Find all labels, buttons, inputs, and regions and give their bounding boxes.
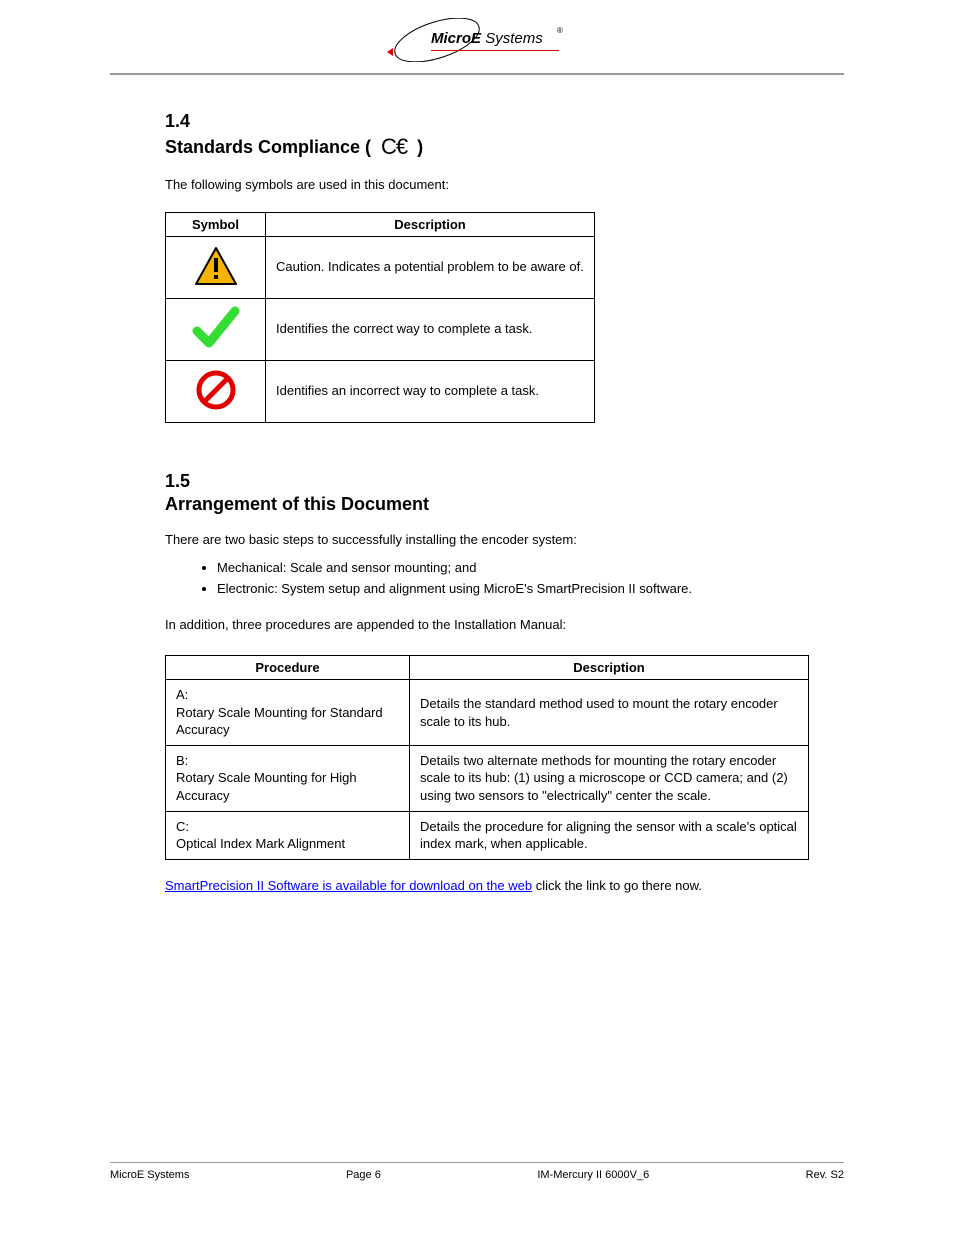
list-item: Electronic: System setup and alignment u…	[217, 579, 789, 600]
symbols-intro: The following symbols are used in this d…	[165, 176, 789, 194]
arrangement-intro: There are two basic steps to successfull…	[165, 531, 789, 549]
procedures-intro: In addition, three procedures are append…	[165, 616, 789, 634]
page-header: MicroE Systems ®	[0, 0, 954, 67]
section-1-4-title-prefix: Standards Compliance (	[165, 137, 371, 158]
download-link-after: click the link to go there now.	[532, 878, 702, 893]
microe-logo: MicroE Systems ®	[387, 18, 567, 62]
proc-header-procedure: Procedure	[166, 656, 410, 680]
proc-a-name: A:Rotary Scale Mounting for Standard Acc…	[166, 680, 410, 746]
footer-doc: IM-Mercury II 6000V_6	[537, 1169, 649, 1181]
table-row: Identifies an incorrect way to complete …	[166, 360, 595, 422]
caution-icon	[166, 236, 266, 298]
symbols-table: Symbol Description Caution. Indicates a …	[165, 212, 595, 423]
table-row: Symbol Description	[166, 212, 595, 236]
proc-c-desc: Details the procedure for aligning the s…	[410, 811, 809, 859]
proc-b-name: B:Rotary Scale Mounting for High Accurac…	[166, 745, 410, 811]
table-row: Procedure Description	[166, 656, 809, 680]
table-row: Caution. Indicates a potential problem t…	[166, 236, 595, 298]
header-rule	[110, 73, 844, 75]
proc-a-desc: Details the standard method used to moun…	[410, 680, 809, 746]
steps-list: Mechanical: Scale and sensor mounting; a…	[217, 558, 789, 600]
proc-c-name: C:Optical Index Mark Alignment	[166, 811, 410, 859]
footer-rule	[110, 1162, 844, 1163]
logo-underline	[431, 50, 559, 51]
section-1-4-title-suffix: )	[417, 137, 423, 158]
caution-description: Caution. Indicates a potential problem t…	[266, 236, 595, 298]
section-1-5-title: Arrangement of this Document	[165, 494, 789, 515]
download-line: SmartPrecision II Software is available …	[165, 860, 789, 895]
table-row: Identifies the correct way to complete a…	[166, 298, 595, 360]
proc-header-description: Description	[410, 656, 809, 680]
download-link[interactable]: SmartPrecision II Software is available …	[165, 878, 532, 893]
proc-b-desc: Details two alternate methods for mounti…	[410, 745, 809, 811]
page-footer: MicroE Systems Page 6 IM-Mercury II 6000…	[110, 1162, 844, 1181]
section-1-5-title-text: Arrangement of this Document	[165, 494, 429, 515]
procedures-table: Procedure Description A:Rotary Scale Mou…	[165, 655, 809, 859]
ce-mark-icon: C€	[381, 134, 407, 160]
list-item: Mechanical: Scale and sensor mounting; a…	[217, 558, 789, 579]
registered-mark: ®	[557, 26, 563, 35]
symbols-header-symbol: Symbol	[166, 212, 266, 236]
section-1-5-number: 1.5	[165, 471, 789, 492]
footer-rev: Rev. S2	[806, 1169, 844, 1181]
table-row: B:Rotary Scale Mounting for High Accurac…	[166, 745, 809, 811]
section-1-4-number: 1.4	[165, 111, 789, 132]
table-row: C:Optical Index Mark Alignment Details t…	[166, 811, 809, 859]
prohibit-icon	[166, 360, 266, 422]
check-icon	[166, 298, 266, 360]
check-description: Identifies the correct way to complete a…	[266, 298, 595, 360]
prohibit-description: Identifies an incorrect way to complete …	[266, 360, 595, 422]
page-content: 1.4 Standards Compliance ( C€ ) The foll…	[0, 111, 954, 895]
logo-text: MicroE Systems	[431, 30, 543, 47]
table-row: A:Rotary Scale Mounting for Standard Acc…	[166, 680, 809, 746]
section-1-4-title: Standards Compliance ( C€ )	[165, 134, 789, 160]
footer-row: MicroE Systems Page 6 IM-Mercury II 6000…	[110, 1169, 844, 1181]
footer-left: MicroE Systems	[110, 1169, 189, 1181]
footer-page: Page 6	[346, 1169, 381, 1181]
symbols-header-description: Description	[266, 212, 595, 236]
